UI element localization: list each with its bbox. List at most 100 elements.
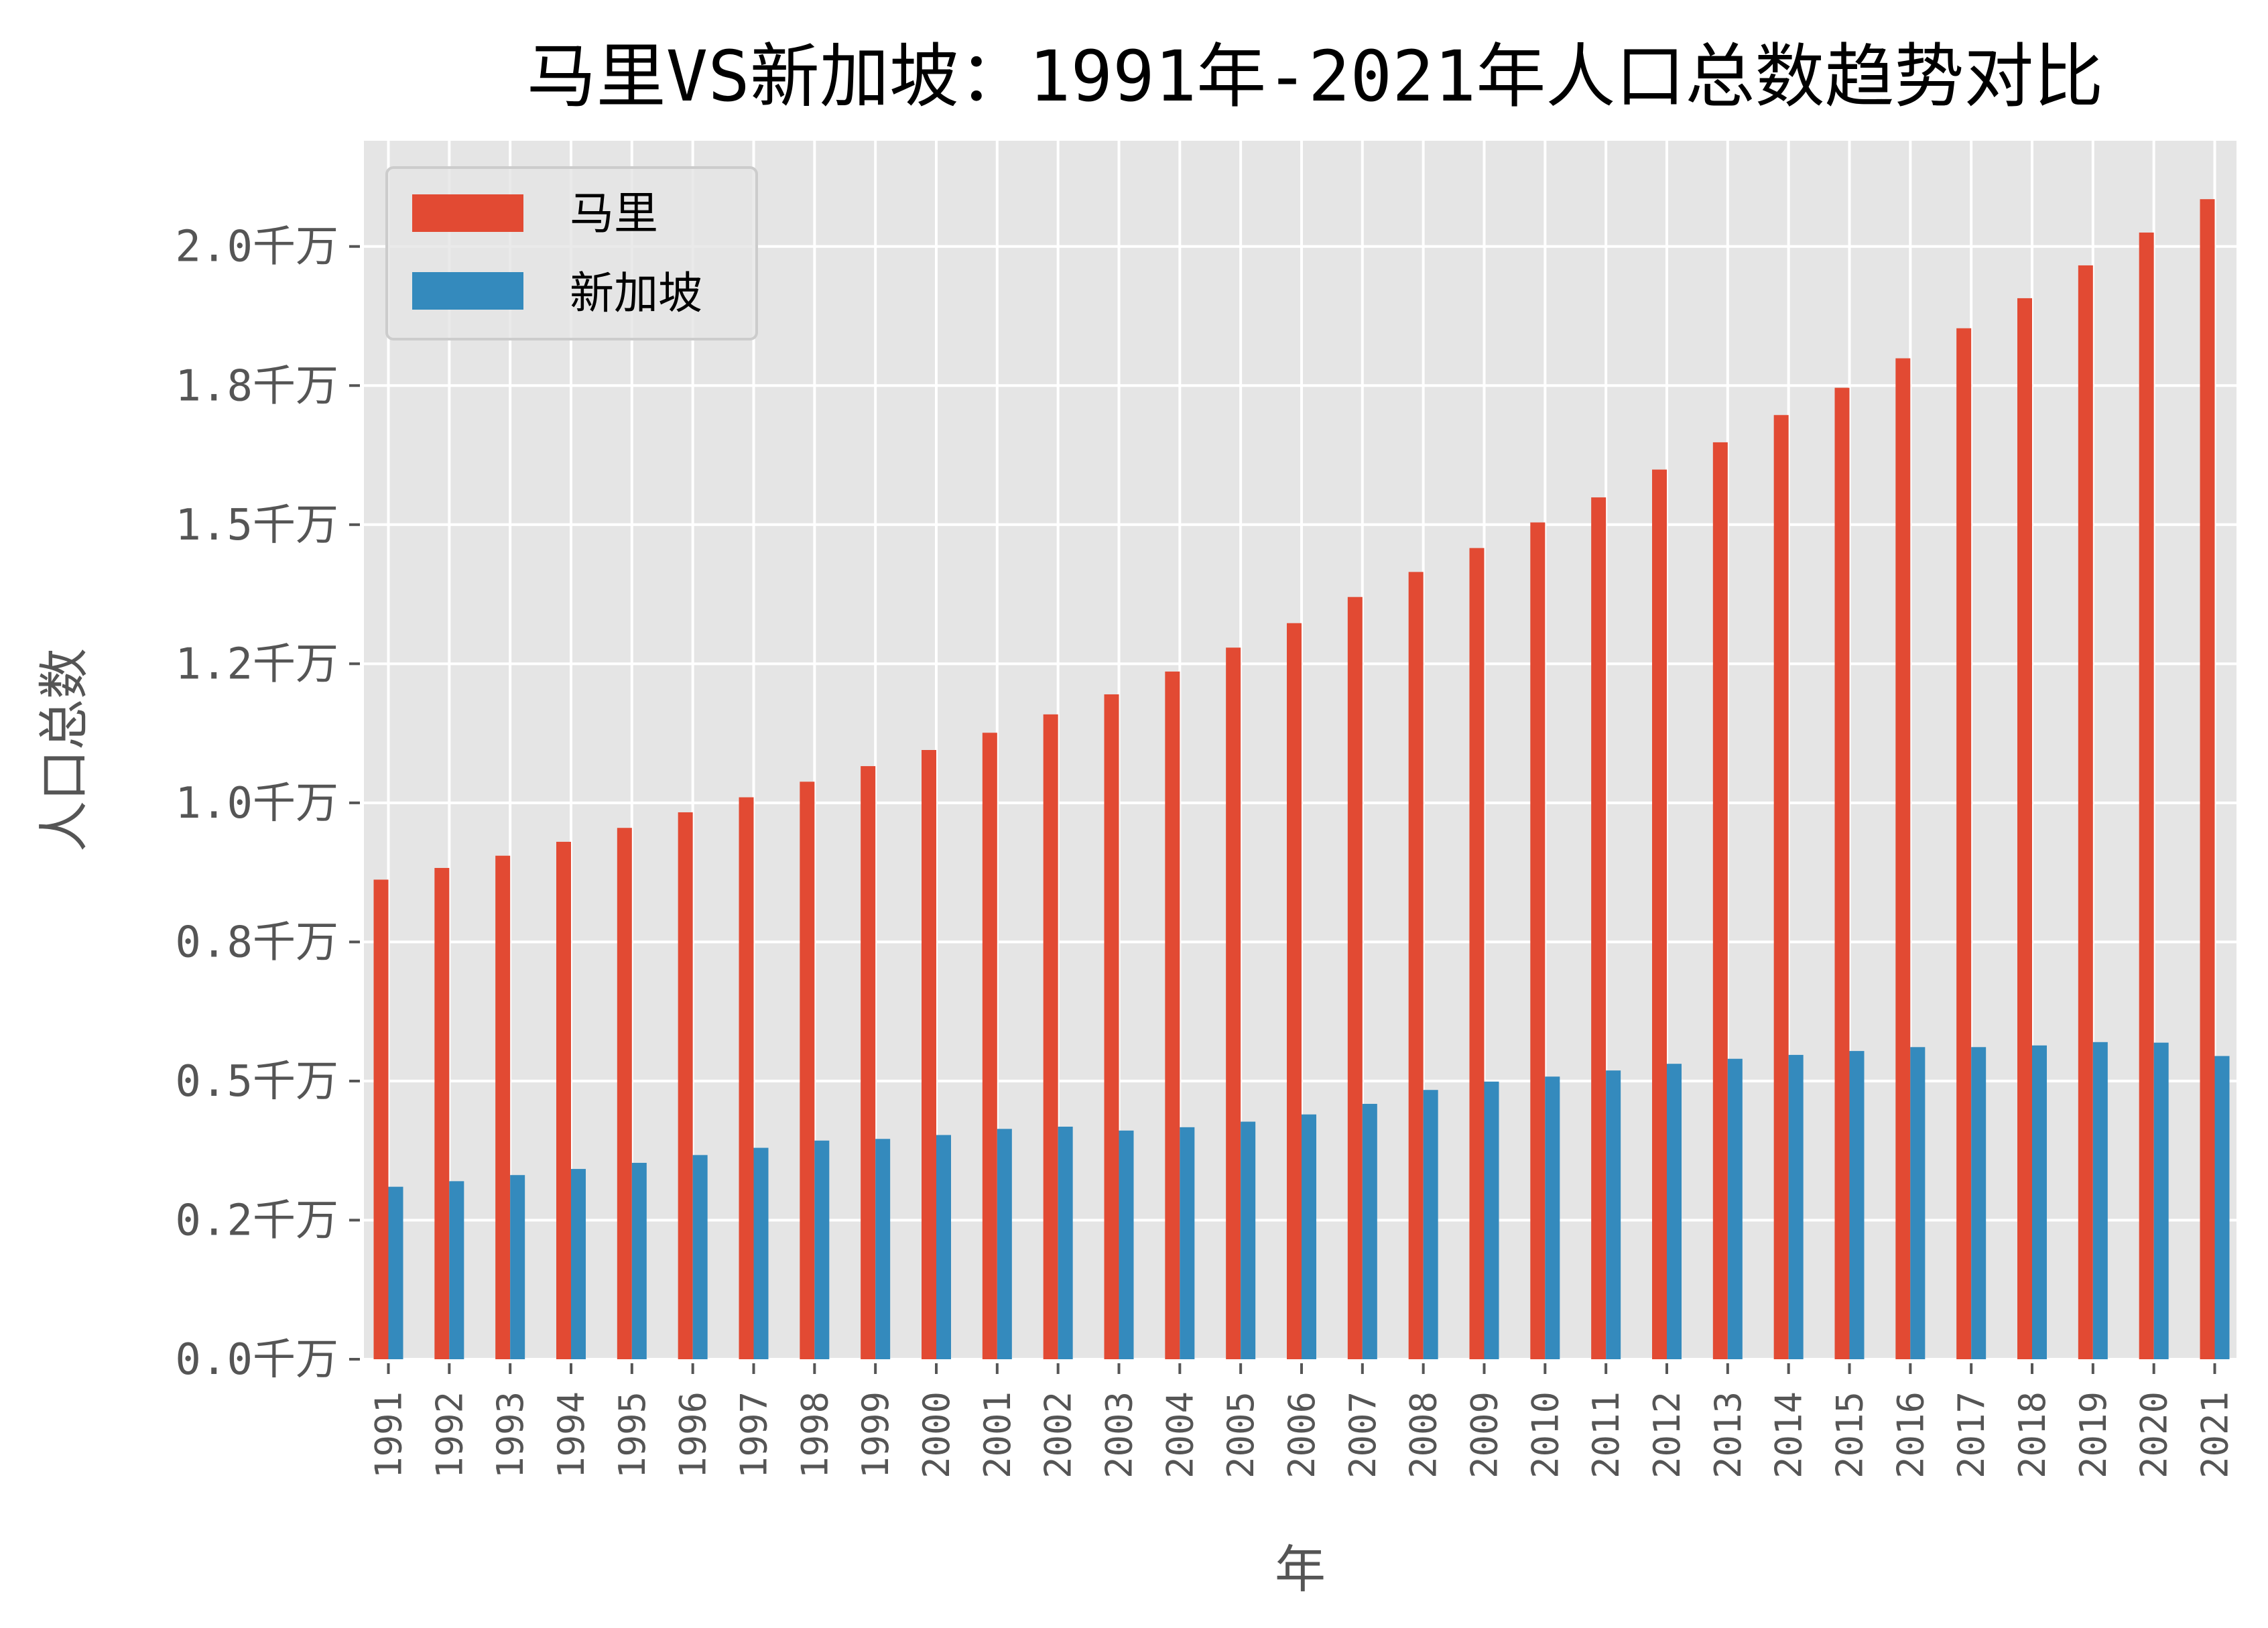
bar-singapore xyxy=(753,1147,769,1359)
legend-label-singapore: 新加坡 xyxy=(570,267,702,319)
bar-mali xyxy=(556,841,571,1359)
bar-mali xyxy=(1712,442,1728,1359)
bar-mali xyxy=(1834,387,1850,1359)
y-tick-label: 2.0千万 xyxy=(175,223,338,272)
bar-singapore xyxy=(2153,1042,2169,1359)
bar-singapore xyxy=(1849,1051,1865,1359)
bar-mali xyxy=(373,879,389,1359)
y-tick-label: 0.5千万 xyxy=(175,1057,338,1107)
bar-singapore xyxy=(2214,1056,2230,1359)
x-tick-label: 1999 xyxy=(855,1391,897,1479)
bar-singapore xyxy=(1971,1047,1987,1359)
bar-mali xyxy=(495,855,511,1359)
x-tick-label: 2000 xyxy=(916,1391,958,1479)
legend[interactable]: 马里 新加坡 xyxy=(385,166,758,340)
x-tick-label: 2011 xyxy=(1585,1391,1627,1479)
x-tick-label: 2001 xyxy=(976,1391,1019,1479)
bar-mali xyxy=(2200,199,2215,1359)
bar-singapore xyxy=(1058,1127,1073,1359)
bar-singapore xyxy=(1423,1090,1438,1359)
bar-mali xyxy=(739,797,754,1359)
bar-singapore xyxy=(1180,1127,1195,1359)
x-tick-label: 1998 xyxy=(794,1391,836,1479)
bar-mali xyxy=(1469,548,1485,1359)
x-tick-label: 2012 xyxy=(1646,1391,1688,1479)
x-axis-label: 年 xyxy=(1275,1540,1326,1599)
x-tick-label: 1991 xyxy=(368,1391,410,1479)
bar-mali xyxy=(2078,265,2093,1359)
x-tick-label: 2002 xyxy=(1037,1391,1080,1479)
legend-label-mali: 马里 xyxy=(570,188,658,239)
bar-singapore xyxy=(2092,1042,2108,1359)
bar-singapore xyxy=(2032,1045,2047,1359)
y-tick-label: 0.0千万 xyxy=(175,1335,338,1385)
bar-mali xyxy=(800,781,815,1359)
bar-singapore xyxy=(997,1129,1012,1359)
bar-mali xyxy=(1530,522,1546,1359)
bar-mali xyxy=(1287,623,1302,1359)
x-tick-label: 2013 xyxy=(1707,1391,1749,1479)
bar-mali xyxy=(1347,597,1363,1359)
bar-singapore xyxy=(388,1186,403,1359)
bar-mali xyxy=(922,750,936,1359)
x-tick-label: 1996 xyxy=(672,1391,714,1479)
y-axis: 0.0千万 0.2千万 0.5千万 0.8千万 1.0千万 1.2千万 1.5千万 1.8千万… xyxy=(175,223,360,1385)
x-tick-label: 2017 xyxy=(1950,1391,1993,1479)
x-tick-label: 2018 xyxy=(2011,1391,2054,1479)
x-tick-label: 2014 xyxy=(1768,1391,1810,1479)
bar-mali xyxy=(982,733,997,1359)
bar-singapore xyxy=(814,1140,830,1359)
x-tick-label: 2009 xyxy=(1464,1391,1506,1479)
bar-mali xyxy=(1104,694,1119,1359)
y-tick-label: 1.5千万 xyxy=(175,501,338,550)
y-axis-label: 人口总数 xyxy=(34,648,94,852)
y-tick-label: 1.0千万 xyxy=(175,779,338,828)
x-tick-label: 2021 xyxy=(2194,1391,2236,1479)
x-tick-label: 2004 xyxy=(1159,1391,1201,1479)
x-tick-label: 2008 xyxy=(1403,1391,1445,1479)
x-axis: 1991 1992 1993 1994 1995 1996 1997 1998 1999 2000… xyxy=(368,1363,2236,1479)
x-tick-label: 1995 xyxy=(611,1391,653,1479)
bar-singapore xyxy=(449,1181,464,1359)
bar-singapore xyxy=(1119,1130,1134,1359)
bar-mali xyxy=(2139,232,2154,1359)
x-tick-label: 2015 xyxy=(1829,1391,1871,1479)
bar-mali xyxy=(1043,714,1058,1359)
bar-mali xyxy=(1226,647,1241,1359)
bar-mali xyxy=(2017,298,2032,1360)
x-tick-label: 1993 xyxy=(489,1391,531,1479)
legend-swatch-singapore xyxy=(412,272,523,310)
bar-singapore xyxy=(631,1162,647,1359)
bar-mali xyxy=(1591,497,1606,1359)
y-tick-label: 0.2千万 xyxy=(175,1196,338,1245)
bar-singapore xyxy=(1241,1121,1256,1359)
bar-singapore xyxy=(571,1169,586,1359)
chart-title: 马里VS新加坡：1991年-2021年人口总数趋势对比 xyxy=(527,36,2104,117)
bar-singapore xyxy=(1910,1047,1926,1359)
bar-singapore xyxy=(1727,1058,1743,1359)
bar-singapore xyxy=(1788,1054,1804,1359)
x-tick-label: 2010 xyxy=(1524,1391,1566,1479)
y-tick-label: 1.8千万 xyxy=(175,361,338,411)
x-tick-label: 1994 xyxy=(550,1391,592,1479)
x-tick-label: 2006 xyxy=(1281,1391,1323,1479)
bar-mali xyxy=(1165,671,1180,1359)
bar-mali xyxy=(1895,358,1911,1360)
x-tick-label: 1992 xyxy=(428,1391,470,1479)
x-tick-label: 2019 xyxy=(2072,1391,2115,1479)
bar-singapore xyxy=(1302,1114,1316,1359)
x-tick-label: 2005 xyxy=(1220,1391,1262,1479)
bar-singapore xyxy=(1606,1070,1621,1359)
x-tick-label: 2020 xyxy=(2133,1391,2176,1479)
x-tick-label: 2003 xyxy=(1098,1391,1141,1479)
bars xyxy=(373,199,2230,1360)
bar-singapore xyxy=(1545,1076,1560,1359)
bar-mali xyxy=(434,867,450,1359)
y-tick-label: 1.2千万 xyxy=(175,639,338,689)
bar-singapore xyxy=(1362,1103,1377,1359)
bar-singapore xyxy=(510,1175,525,1359)
bar-singapore xyxy=(936,1135,951,1359)
legend-swatch-mali xyxy=(412,194,523,232)
bar-singapore xyxy=(1667,1064,1682,1359)
